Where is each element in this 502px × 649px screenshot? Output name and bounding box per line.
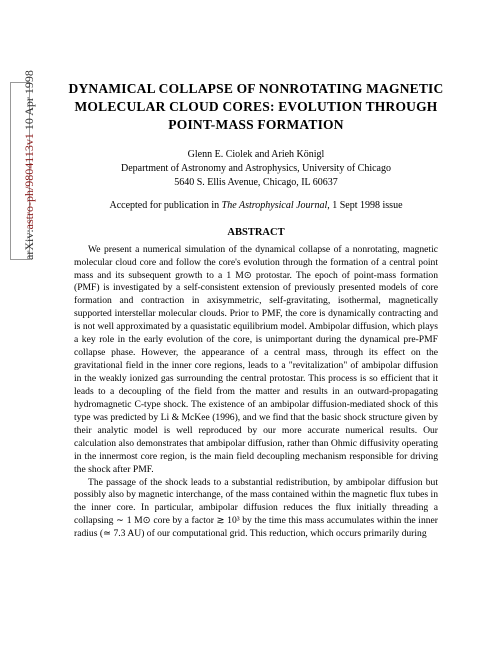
- accepted-suffix: , 1 Sept 1998 issue: [327, 200, 402, 211]
- paper-title: DYNAMICAL COLLAPSE OF NONROTATING MAGNET…: [54, 80, 458, 135]
- arxiv-prefix: arXiv:: [22, 229, 36, 260]
- abstract-paragraph-2: The passage of the shock leads to a subs…: [74, 477, 438, 542]
- accepted-prefix: Accepted for publication in: [109, 200, 221, 211]
- paper-address: 5640 S. Ellis Avenue, Chicago, IL 60637: [54, 177, 458, 188]
- abstract-heading: ABSTRACT: [54, 227, 458, 238]
- paper-accepted-line: Accepted for publication in The Astrophy…: [54, 200, 458, 211]
- paper-affiliation: Department of Astronomy and Astrophysics…: [54, 163, 458, 174]
- accepted-journal: The Astrophysical Journal: [222, 200, 328, 211]
- abstract-body: We present a numerical simulation of the…: [54, 244, 458, 542]
- arxiv-date: 10 Apr 1998: [22, 70, 36, 133]
- paper-authors: Glenn E. Ciolek and Arieh Königl: [54, 149, 458, 160]
- paper-page: DYNAMICAL COLLAPSE OF NONROTATING MAGNET…: [54, 80, 458, 541]
- arxiv-identifier: arXiv:astro-ph/9804113v1 10 Apr 1998: [22, 70, 37, 260]
- arxiv-id: astro-ph/9804113v1: [22, 133, 36, 229]
- abstract-paragraph-1: We present a numerical simulation of the…: [74, 244, 438, 477]
